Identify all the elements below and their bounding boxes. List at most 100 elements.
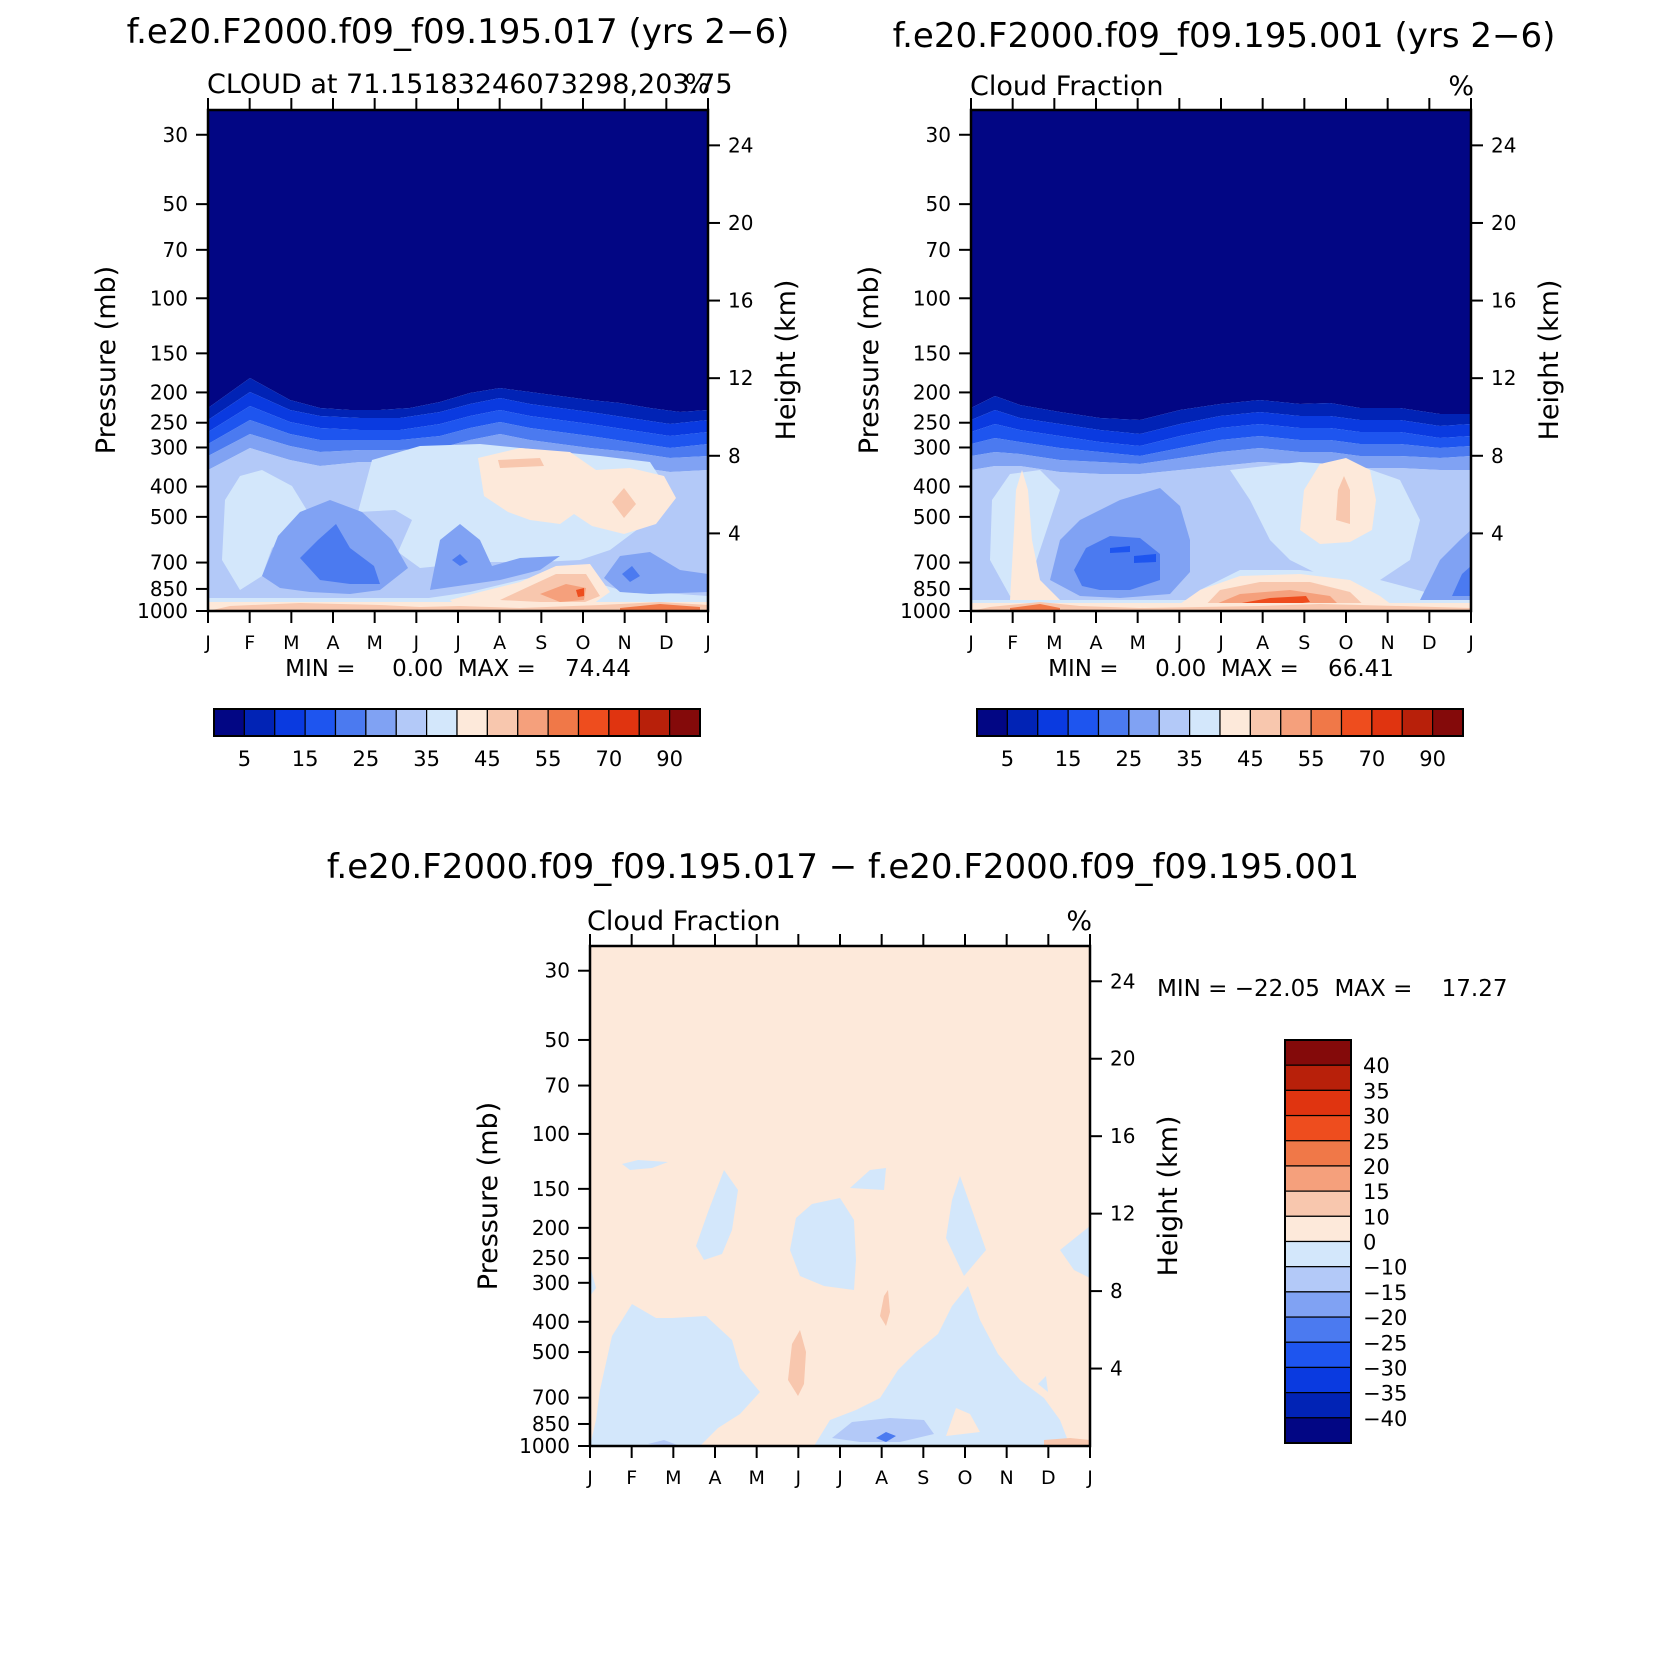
pressure-tick-label: 100 — [150, 286, 188, 310]
height-tick-label: 8 — [1491, 444, 1504, 468]
panel-a-left-label: CLOUD at 71.15183246073298,203.75 — [207, 69, 733, 100]
colorbar-label: 35 — [1363, 1079, 1390, 1103]
colorbar-frame — [1284, 1039, 1352, 1444]
month-tick-label: J — [1217, 632, 1224, 654]
colorbar-swatch — [1284, 1039, 1352, 1066]
height-tick-label: 24 — [728, 133, 753, 157]
colorbar-label: 30 — [1363, 1105, 1390, 1129]
month-tick-label: D — [1041, 1467, 1056, 1489]
colorbar-swatch — [1284, 1341, 1352, 1369]
pressure-tick-label: 30 — [545, 959, 570, 983]
pressure-tick-label: 150 — [913, 341, 951, 365]
month-tick-label: A — [875, 1467, 888, 1489]
height-tick-label: 8 — [728, 444, 741, 468]
pressure-tick-label: 100 — [913, 286, 951, 310]
month-tick-label: J — [1086, 1467, 1093, 1489]
pressure-tick-label: 700 — [150, 551, 188, 575]
colorbar-swatch — [1067, 708, 1100, 737]
colorbar-swatch — [1284, 1392, 1352, 1419]
colorbar-swatch — [1249, 708, 1282, 737]
pressure-tick-label: 30 — [926, 123, 951, 147]
month-tick-label: F — [244, 632, 255, 654]
panel-c-minmax: MIN = −22.05 MAX = 17.27 — [1157, 976, 1507, 1002]
pressure-tick-label: 70 — [163, 238, 188, 262]
panel-c-y2label: Height (km) — [1153, 1116, 1184, 1277]
pressure-tick-label: 70 — [545, 1074, 570, 1098]
height-tick-label: 4 — [1110, 1357, 1123, 1381]
panel-a-contour-field — [208, 110, 708, 611]
colorbar-swatch — [1371, 708, 1403, 737]
panel-a-minmax: MIN = 0.00 MAX = 74.44 — [285, 656, 631, 682]
panel-b-ylabel: Pressure (mb) — [854, 266, 885, 454]
colorbar-frame — [213, 708, 701, 737]
height-tick-label: 12 — [728, 366, 753, 390]
panel-b-minmax: MIN = 0.00 MAX = 66.41 — [1048, 656, 1394, 682]
height-tick-label: 16 — [728, 289, 753, 313]
panel-c-left-label: Cloud Fraction — [587, 906, 780, 937]
pressure-tick-label: 30 — [163, 123, 188, 147]
colorbar-label: −35 — [1363, 1382, 1407, 1406]
colorbar-label: −15 — [1363, 1281, 1407, 1305]
colorbar-swatch — [1284, 1417, 1352, 1444]
colorbar-swatch — [243, 708, 276, 737]
colorbar-label: 55 — [1298, 747, 1325, 771]
panel-a-colorbar: 5 15 25 35 45 55 70 90 — [213, 708, 701, 771]
month-tick-label: A — [709, 1467, 722, 1489]
colorbar-swatch — [1284, 1064, 1352, 1091]
height-tick-label: 8 — [1110, 1279, 1123, 1303]
colorbar-swatch — [1284, 1240, 1352, 1268]
colorbar-swatch — [1284, 1291, 1352, 1318]
colorbar-label: 15 — [1055, 747, 1082, 771]
height-tick-label: 16 — [1491, 289, 1516, 313]
colorbar-swatch — [976, 708, 1008, 737]
colorbar-swatch — [1128, 708, 1160, 737]
colorbar-swatch — [1219, 708, 1251, 737]
pressure-tick-label: 200 — [913, 380, 951, 404]
colorbar-label: −10 — [1363, 1256, 1407, 1280]
colorbar-swatch — [1284, 1140, 1352, 1167]
colorbar-label: 15 — [292, 747, 319, 771]
height-tick-label: 4 — [1491, 521, 1504, 545]
month-tick-label: M — [665, 1467, 681, 1489]
month-tick-label: F — [1007, 632, 1018, 654]
pressure-tick-label: 300 — [532, 1271, 570, 1295]
month-tick-label: A — [327, 632, 340, 654]
colorbar-swatch — [1310, 708, 1343, 737]
panel-b-y2label: Height (km) — [1534, 280, 1565, 441]
pressure-tick-label: 100 — [532, 1122, 570, 1146]
colorbar-label: −40 — [1363, 1407, 1407, 1431]
colorbar-swatch — [1401, 708, 1434, 737]
colorbar-label: 35 — [1176, 747, 1203, 771]
month-tick-label: F — [626, 1467, 637, 1489]
pressure-tick-label: 400 — [532, 1310, 570, 1334]
month-tick-label: N — [1381, 632, 1395, 654]
colorbar-frame — [976, 708, 1464, 737]
month-tick-label: S — [917, 1467, 929, 1489]
pressure-tick-label: 150 — [150, 341, 188, 365]
colorbar-label: 40 — [1363, 1054, 1390, 1078]
height-tick-label: 24 — [1491, 133, 1516, 157]
colorbar-swatch — [1284, 1266, 1352, 1293]
month-tick-label: D — [659, 632, 674, 654]
colorbar-swatch — [304, 708, 337, 737]
panel-c: f.e20.F2000.f09_f09.195.017 − f.e20.F200… — [327, 847, 1508, 1489]
colorbar-label: 25 — [1363, 1130, 1390, 1154]
colorbar-label: 70 — [1359, 747, 1386, 771]
pressure-tick-label: 300 — [913, 435, 951, 459]
pressure-tick-label: 500 — [913, 505, 951, 529]
colorbar-swatch — [334, 708, 367, 737]
colorbar-label: 0 — [1363, 1231, 1376, 1255]
colorbar-label: 5 — [1001, 747, 1014, 771]
colorbar-swatch — [426, 708, 458, 737]
month-tick-label: M — [366, 632, 382, 654]
pressure-tick-label: 250 — [913, 411, 951, 435]
colorbar-swatch — [517, 708, 549, 737]
colorbar-swatch — [1284, 1215, 1352, 1243]
month-tick-label: A — [1256, 632, 1269, 654]
panel-b-title: f.e20.F2000.f09_f09.195.001 (yrs 2−6) — [893, 16, 1556, 56]
height-tick-label: 24 — [1110, 969, 1135, 993]
colorbar-swatch — [1284, 1114, 1352, 1142]
colorbar-swatch — [1097, 708, 1130, 737]
month-tick-label: J — [1467, 632, 1474, 654]
